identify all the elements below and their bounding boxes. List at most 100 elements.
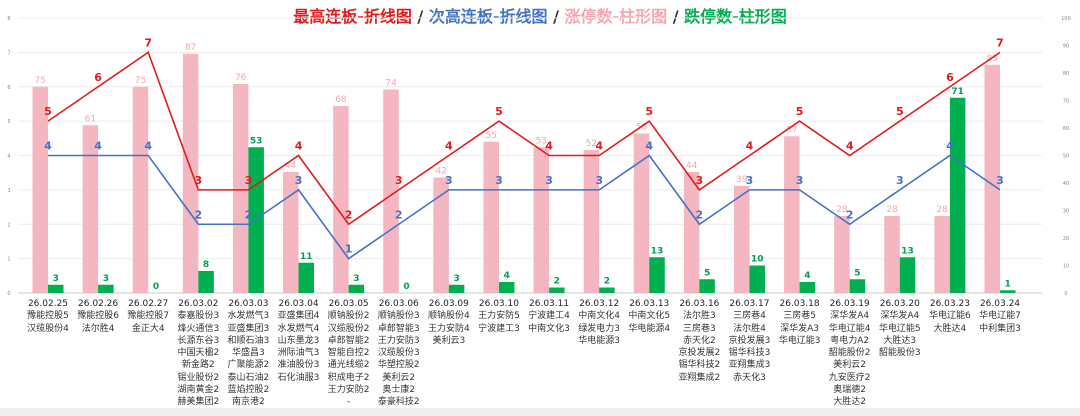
stock-label: 王力安防4 bbox=[427, 323, 470, 334]
stock-label: 洲际油气3 bbox=[277, 348, 320, 359]
x-tick-label: 26.03.09 顺钠股份4 王力安防4 美利云3 bbox=[419, 298, 479, 347]
stock-label: 华电辽能3 bbox=[778, 335, 821, 346]
stock-label: 智能自控2 bbox=[327, 348, 370, 359]
stock-label: 山东墨龙3 bbox=[277, 335, 320, 346]
bar-label-limit-up: 28 bbox=[836, 205, 848, 215]
x-tick-label: 26.02.27 豫能控股7 金正大4 bbox=[118, 298, 178, 335]
bar-limit-down bbox=[298, 262, 315, 293]
line-point-label: 3 bbox=[545, 174, 553, 187]
bar-label-limit-up: 28 bbox=[886, 205, 898, 215]
x-tick-label: 26.03.19 深华发A4 华电辽能4 粤电力A2 韶能股份2 美利云2 九安医疗2 奥瑞德… bbox=[820, 298, 880, 409]
right-tick-label: 70 bbox=[1063, 99, 1069, 105]
date-label: 26.03.12 bbox=[579, 299, 620, 309]
line-point-label: 4 bbox=[846, 140, 854, 153]
stock-label: 中南文化3 bbox=[528, 323, 570, 334]
bar-limit-down bbox=[448, 284, 465, 293]
bar-label-limit-up: 57 bbox=[786, 125, 797, 135]
bar-limit-down bbox=[549, 287, 565, 293]
bar-label-limit-up: 76 bbox=[235, 73, 247, 83]
bar-limit-up bbox=[834, 216, 850, 293]
line-point-label: 5 bbox=[495, 105, 503, 118]
line-point-label: 3 bbox=[996, 174, 1004, 187]
date-label: 26.03.17 bbox=[729, 299, 770, 309]
stock-label: 王力安防5 bbox=[478, 311, 520, 322]
stock-label: 法尔胜4 bbox=[81, 323, 115, 334]
bar-label-limit-down: 71 bbox=[951, 87, 964, 97]
date-label: 26.03.06 bbox=[378, 299, 419, 309]
bar-limit-up bbox=[132, 86, 149, 293]
title-part-5: / bbox=[667, 7, 685, 26]
bar-label-limit-down: 3 bbox=[353, 274, 359, 284]
x-tick-label: 26.03.12 中南文化4 绿发电力3 华电能源3 bbox=[569, 298, 629, 347]
bar-label-limit-down: 10 bbox=[751, 255, 764, 265]
stock-label: 中南文化4 bbox=[578, 311, 621, 322]
date-label: 26.02.27 bbox=[128, 299, 169, 309]
bar-limit-up bbox=[182, 53, 199, 293]
line-point-label: 5 bbox=[896, 105, 904, 118]
stock-label: 泰嘉股份3 bbox=[177, 311, 220, 322]
stock-label: 京投发展3 bbox=[728, 335, 771, 346]
bar-limit-up bbox=[583, 150, 600, 293]
bar-limit-up bbox=[784, 136, 800, 293]
right-tick-label: 90 bbox=[1063, 44, 1069, 50]
stock-label: 华电能源3 bbox=[578, 335, 621, 346]
date-label: 26.03.19 bbox=[829, 299, 870, 309]
stock-label: 法尔胜4 bbox=[733, 323, 766, 334]
stock-label: 韶能股份2 bbox=[828, 348, 871, 359]
stock-label: 亚翔集成3 bbox=[728, 360, 771, 371]
bar-label-limit-down: 53 bbox=[250, 136, 263, 146]
bar-limit-up bbox=[984, 64, 1000, 293]
bar-label-limit-down: 3 bbox=[103, 274, 109, 284]
left-tick-label: 5 bbox=[7, 119, 10, 125]
left-tick-label: 1 bbox=[7, 257, 10, 263]
bar-limit-up bbox=[32, 86, 48, 293]
stock-label: 广聚能源2 bbox=[227, 360, 270, 371]
line-point-label: 2 bbox=[345, 208, 353, 221]
bar-limit-down bbox=[48, 284, 64, 293]
bar-limit-up bbox=[733, 185, 750, 293]
stock-label: 亚盛集团4 bbox=[277, 311, 320, 322]
stock-label: 汉缆股份3 bbox=[377, 348, 420, 359]
bar-limit-down bbox=[348, 284, 365, 293]
stock-label: 锡华科技2 bbox=[678, 360, 721, 371]
stock-label: 韶能股份3 bbox=[878, 348, 921, 359]
bar-limit-up bbox=[533, 147, 550, 293]
date-label: 26.03.10 bbox=[478, 299, 519, 309]
stock-label: 烽火通信3 bbox=[177, 323, 220, 334]
bar-label-limit-down: 4 bbox=[504, 271, 510, 281]
right-tick-label: 30 bbox=[1063, 209, 1069, 215]
bar-limit-up bbox=[333, 106, 349, 293]
right-tick-label: 50 bbox=[1063, 154, 1069, 160]
date-label: 26.03.03 bbox=[228, 299, 269, 309]
left-tick-label: 2 bbox=[7, 222, 10, 228]
stock-label: 水发燃气3 bbox=[227, 311, 270, 322]
bar-limit-up bbox=[82, 125, 99, 293]
title-part-3: / bbox=[547, 7, 565, 26]
stock-label: 卓郎智能3 bbox=[377, 323, 420, 334]
right-tick-label: 60 bbox=[1063, 126, 1069, 132]
bar-label-limit-up: 55 bbox=[485, 131, 496, 141]
line-point-label: 5 bbox=[796, 105, 804, 118]
stock-label: 三房巷5 bbox=[783, 311, 816, 322]
line-point-label: 3 bbox=[245, 174, 253, 187]
stock-label: 赤天化2 bbox=[682, 335, 716, 346]
bar-limit-up bbox=[283, 172, 299, 293]
right-tick-label: 80 bbox=[1063, 71, 1069, 77]
bar-limit-up bbox=[683, 172, 700, 293]
x-tick-label: 26.03.18 三房巷5 深华发A3 华电辽能3 bbox=[770, 298, 830, 347]
bar-limit-up bbox=[934, 216, 950, 293]
stock-label: 大胜达3 bbox=[883, 335, 917, 346]
date-label: 26.03.09 bbox=[428, 299, 469, 309]
line-point-label: 2 bbox=[194, 208, 202, 221]
bar-label-limit-down: 8 bbox=[203, 260, 209, 270]
stock-label: 通光线缆2 bbox=[327, 360, 370, 371]
date-label: 26.02.26 bbox=[78, 299, 119, 309]
stock-label: - bbox=[347, 397, 351, 408]
stock-label: 锡华科技3 bbox=[728, 348, 771, 359]
stock-label: 宁波建工3 bbox=[478, 323, 520, 334]
bar-label-limit-down: 13 bbox=[901, 246, 914, 256]
stock-label: 粤电力A2 bbox=[830, 335, 870, 346]
bar-limit-down bbox=[749, 265, 765, 293]
horizontal-scrollbar[interactable] bbox=[0, 408, 1080, 416]
stock-label: 三房巷4 bbox=[733, 311, 766, 322]
